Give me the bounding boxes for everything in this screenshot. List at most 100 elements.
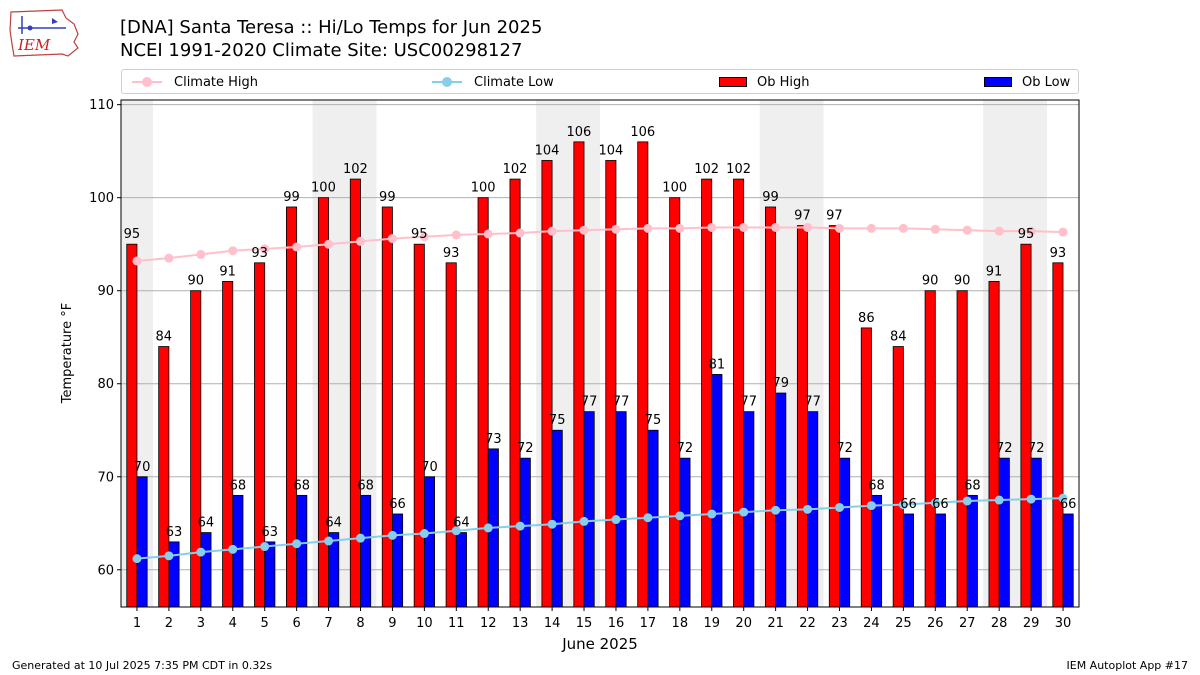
climate-high-point	[260, 244, 270, 254]
ob-low-bar	[136, 476, 148, 608]
ob-low-bar	[871, 494, 883, 608]
climate-low-point	[1026, 494, 1036, 504]
ob-low-label: 63	[166, 525, 183, 540]
climate-high-swatch	[132, 74, 162, 90]
climate-low-point	[132, 554, 142, 564]
ob-low-bar	[487, 448, 499, 608]
legend-ob-high-label: Ob High	[757, 74, 810, 90]
climate-low-point	[196, 547, 206, 557]
legend: Climate High Climate Low Ob High Ob Low	[121, 69, 1079, 94]
x-tick-label: 8	[356, 616, 364, 631]
ob-low-bar	[711, 374, 723, 608]
legend-ob-low-label: Ob Low	[1022, 74, 1071, 90]
weekend-band-1	[121, 100, 153, 607]
ob-high-label: 102	[694, 162, 719, 177]
x-tick-label: 24	[863, 616, 880, 631]
ob-low-label: 66	[900, 497, 917, 512]
ob-high-label: 100	[471, 181, 496, 196]
climate-high-point	[707, 222, 717, 232]
ob-high-bar	[573, 141, 585, 608]
climate-high-point	[835, 223, 844, 233]
x-tick-label: 6	[292, 616, 300, 631]
x-tick-label: 2	[165, 616, 173, 631]
ob-low-bar	[775, 392, 787, 608]
ob-high-bar	[860, 327, 872, 608]
y-tick-label: 60	[97, 563, 114, 578]
climate-high-point	[643, 223, 653, 233]
climate-low-point	[611, 515, 621, 525]
climate-high-point	[483, 229, 493, 239]
ob-high-bar	[765, 206, 777, 608]
ob-high-label: 90	[954, 274, 971, 289]
x-tick-label: 9	[388, 616, 396, 631]
climate-low-point	[643, 513, 653, 523]
legend-climate-low-label: Climate Low	[474, 74, 554, 90]
ob-high-bar	[541, 160, 553, 608]
x-axis-label: June 2025	[561, 635, 638, 653]
ob-low-label: 66	[389, 497, 406, 512]
ob-low-bar	[551, 429, 563, 608]
legend-climate-high: Climate High	[132, 70, 258, 94]
climate-high-point	[547, 226, 557, 236]
ob-high-bar	[924, 290, 936, 608]
climate-low-point	[547, 519, 557, 529]
ob-high-label: 102	[343, 162, 368, 177]
x-tick-label: 28	[991, 616, 1008, 631]
ob-high-label: 99	[283, 190, 300, 205]
x-tick-label: 20	[735, 616, 752, 631]
climate-high-point	[292, 242, 302, 252]
bars	[126, 141, 1074, 608]
ob-low-label: 68	[357, 478, 374, 493]
ob-high-bar	[190, 290, 202, 608]
ob-high-bar	[1052, 262, 1064, 608]
ob-high-label: 95	[124, 227, 141, 242]
ob-low-label: 68	[230, 478, 247, 493]
ob-high-bar	[158, 346, 170, 608]
bar-value-labels: 95 70 84 63 90 64 91 68 93 63 99 68 100 64 102 68 99 66 95…	[124, 125, 1077, 540]
x-tick-label: 27	[959, 616, 976, 631]
legend-ob-low: Ob Low	[984, 70, 1070, 94]
ob-low-bar	[902, 513, 914, 608]
x-tick-label: 4	[229, 616, 237, 631]
climate-low-point	[675, 511, 685, 521]
climate-low-point	[515, 521, 525, 531]
chart-subtitle: NCEI 1991-2020 Climate Site: USC00298127	[120, 40, 523, 61]
legend-climate-low: Climate Low	[432, 70, 554, 94]
ob-high-label: 104	[535, 143, 560, 158]
climate-high-point	[451, 230, 461, 240]
ob-low-swatch	[984, 77, 1012, 87]
x-tick-label: 15	[576, 616, 593, 631]
x-tick-label: 25	[895, 616, 912, 631]
ob-high-label: 90	[187, 274, 204, 289]
climate-low-point	[228, 544, 238, 554]
ob-high-bar	[637, 141, 649, 608]
climate-low-point	[866, 501, 876, 511]
climate-high-point	[994, 226, 1004, 236]
generated-timestamp: Generated at 10 Jul 2025 7:35 PM CDT in …	[12, 659, 273, 672]
climate-low-point	[898, 500, 908, 510]
climate-low-point	[451, 526, 461, 536]
ob-high-bar	[254, 262, 266, 608]
ob-high-bar	[413, 243, 425, 608]
y-axis-label: Temperature °F	[60, 303, 75, 404]
climate-high-line	[136, 226, 1064, 262]
ob-low-bar	[583, 411, 595, 608]
ob-low-bar	[934, 513, 946, 608]
ob-high-label: 102	[503, 162, 528, 177]
chart-title: [DNA] Santa Teresa :: Hi/Lo Temps for Ju…	[120, 17, 543, 38]
ob-high-bar	[286, 206, 298, 608]
climate-low-point	[739, 507, 749, 517]
x-tick-label: 1	[133, 616, 141, 631]
weekend-band-3	[536, 100, 600, 607]
weekend-band-4	[759, 100, 824, 607]
weekend-band-5	[983, 100, 1048, 607]
ob-high-bar	[605, 160, 617, 608]
ob-low-label: 64	[453, 516, 470, 531]
climate-low-point	[707, 509, 717, 519]
ob-low-bar	[392, 513, 404, 608]
ob-low-label: 72	[1028, 441, 1045, 456]
ob-low-bar	[423, 476, 435, 608]
ob-low-label: 64	[198, 516, 215, 531]
climate-high-point	[866, 223, 876, 233]
